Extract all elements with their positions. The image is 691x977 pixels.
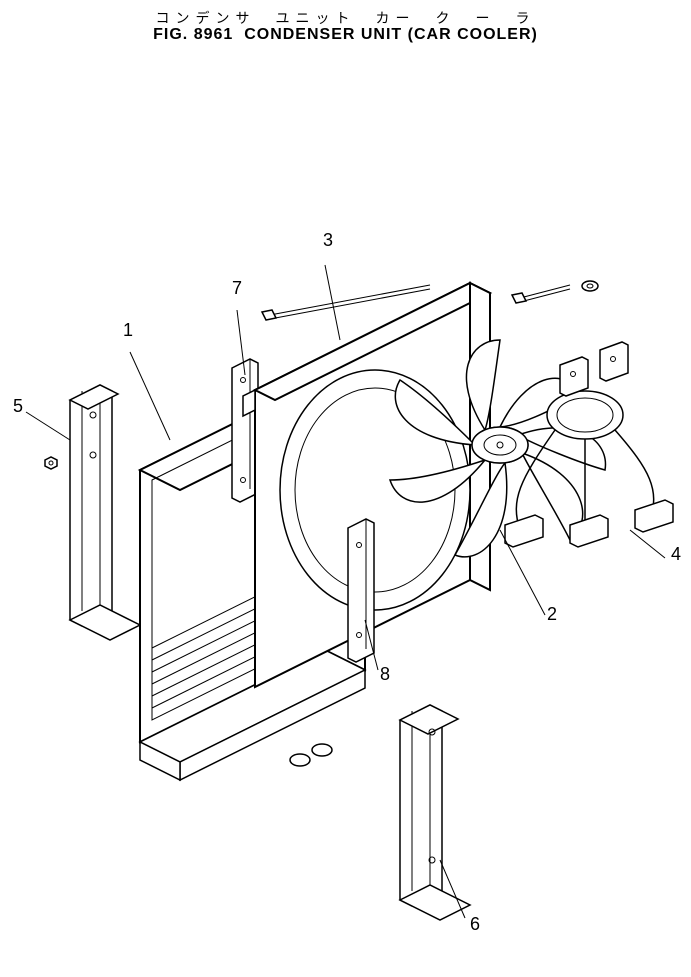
callout-3: 3 xyxy=(323,230,333,250)
exploded-diagram: 1 2 3 4 5 6 7 8 xyxy=(0,60,691,960)
callout-4: 4 xyxy=(671,544,681,564)
callout-7: 7 xyxy=(232,278,242,298)
callout-2: 2 xyxy=(547,604,557,624)
bracket-bolt xyxy=(512,281,598,303)
page: コンデンサ ユニット カー ク ー ラ FIG. 8961 CONDENSER … xyxy=(0,0,691,977)
right-lower-bracket xyxy=(400,705,470,920)
left-mount-bracket xyxy=(45,385,140,640)
callout-8: 8 xyxy=(380,664,390,684)
callout-1: 1 xyxy=(123,320,133,340)
callout-6: 6 xyxy=(470,914,480,934)
diagram-svg: 1 2 3 4 5 6 7 8 xyxy=(0,60,691,960)
callout-5: 5 xyxy=(13,396,23,416)
figure-title-en-text: CONDENSER UNIT (CAR COOLER) xyxy=(244,26,538,43)
figure-number: FIG. 8961 xyxy=(153,26,233,43)
figure-title-jp: コンデンサ ユニット カー ク ー ラ xyxy=(0,8,691,28)
figure-title-en: FIG. 8961 CONDENSER UNIT (CAR COOLER) xyxy=(0,26,691,44)
